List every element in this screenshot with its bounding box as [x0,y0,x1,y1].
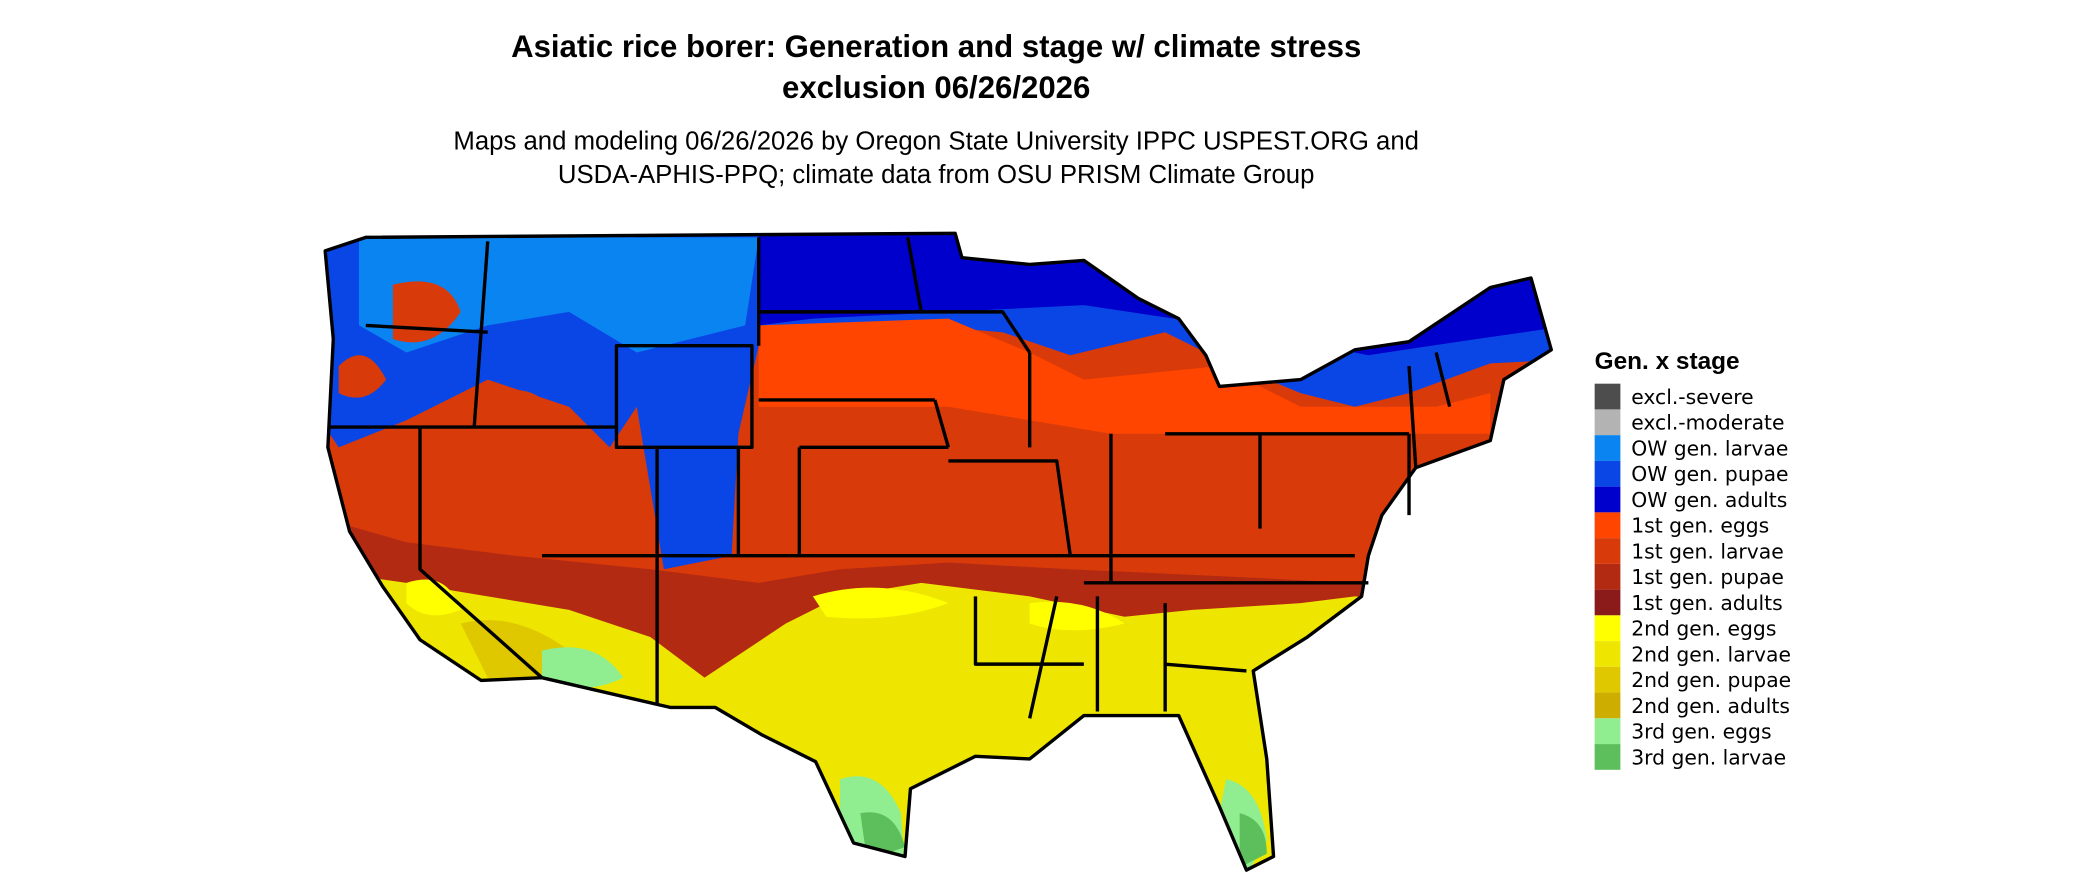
legend-swatch [1594,718,1621,745]
legend-label: 1st gen. eggs [1631,514,1769,538]
legend-label: OW gen. pupae [1631,462,1788,486]
legend-label: 2nd gen. larvae [1631,642,1791,666]
region-2nd-larvae [325,569,1552,871]
legend-label: OW gen. larvae [1631,436,1788,460]
legend-swatch [1594,383,1621,410]
legend-label: 2nd gen. eggs [1631,617,1776,641]
legend-swatch [1594,641,1621,667]
legend-title: Gen. x stage [1595,348,1740,375]
legend-label: excl.-moderate [1631,411,1784,435]
region-west-red [338,281,556,434]
legend-swatch [1594,435,1621,461]
region-ow-larvae [359,237,759,353]
legend-label: excl.-severe [1631,385,1753,409]
legend-label: 3rd gen. eggs [1631,720,1771,744]
state-borders [323,231,1553,872]
legend-label: OW gen. adults [1631,488,1787,512]
legend-swatch [1594,744,1621,770]
legend-label: 1st gen. pupae [1631,565,1784,589]
legend-label: 2nd gen. pupae [1631,668,1791,692]
region-3rd-eggs [541,647,1267,871]
legend-swatch [1594,409,1621,436]
legend-label: 1st gen. larvae [1631,539,1784,563]
legend-swatch [1594,512,1621,539]
legend-swatch [1594,615,1621,642]
subtitle-line-2: USDA-APHIS-PPQ; climate data from OSU PR… [558,161,1315,189]
legend-swatch [1594,538,1621,564]
legend-swatch [1594,692,1621,719]
state-lines [327,237,1452,719]
region-3rd-larvae [860,812,1267,868]
legend-swatch [1594,589,1621,616]
legend-swatch [1594,460,1621,487]
legend-label: 2nd gen. adults [1631,694,1790,718]
legend-swatch [1594,666,1621,693]
subtitle-line-1: Maps and modeling 06/26/2026 by Oregon S… [453,127,1419,155]
title-line-1: Asiatic rice borer: Generation and stage… [511,29,1361,64]
legend-swatch [1594,486,1621,513]
region-1st-eggs [758,318,1491,434]
legend-swatch [1594,563,1621,590]
title-line-2: exclusion 06/26/2026 [782,70,1090,105]
legend-label: 3rd gen. larvae [1631,745,1786,769]
region-2nd-eggs [406,579,1125,631]
legend-label: 1st gen. adults [1631,591,1783,615]
